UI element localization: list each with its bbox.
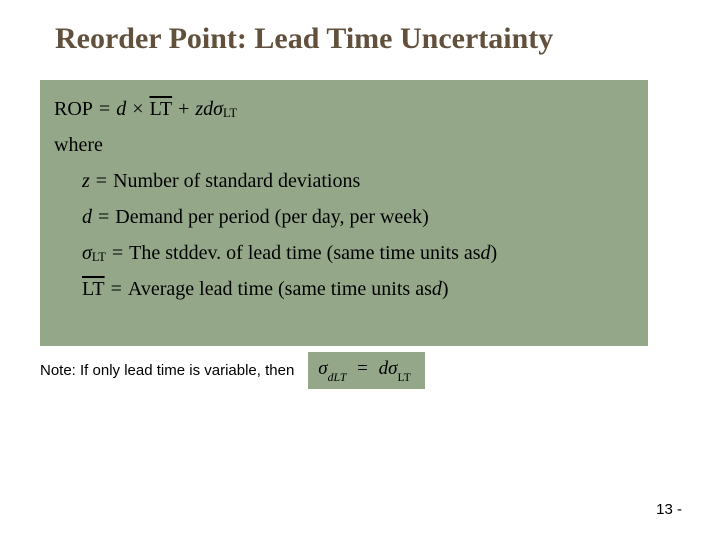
rop-lhs: ROP xyxy=(54,94,93,124)
d-in-def2: d xyxy=(432,274,442,304)
ltbar-def-a: Average lead time (same time units as xyxy=(128,274,432,304)
d-in-def: d xyxy=(481,238,491,268)
var-d: d xyxy=(116,94,126,124)
sigma-lt-definition: σLT = The stddev. of lead time (same tim… xyxy=(54,238,634,268)
note-sigma1: σ xyxy=(318,358,327,379)
note-d: d xyxy=(379,358,389,379)
var-z: z xyxy=(195,94,203,124)
var-d2: d xyxy=(203,94,213,124)
d-var: d xyxy=(82,202,92,232)
where-label: where xyxy=(54,130,634,160)
eq4: = xyxy=(112,238,123,268)
ltbar-def-b: ) xyxy=(442,274,449,304)
slide-title: Reorder Point: Lead Time Uncertainty xyxy=(55,22,553,56)
d-definition: d = Demand per period (per day, per week… xyxy=(54,202,634,232)
page-number: 13 - xyxy=(656,501,682,518)
formula-panel: ROP = d × LT + zdσLT where z = Number of… xyxy=(40,80,648,346)
z-def-text: Number of standard deviations xyxy=(113,166,360,196)
sigma-symbol: σ xyxy=(213,94,223,124)
times-sign: × xyxy=(132,94,143,124)
note-text: Note: If only lead time is variable, the… xyxy=(40,362,302,379)
note-row: Note: If only lead time is variable, the… xyxy=(40,352,425,389)
sigma-def-a: The stddev. of lead time (same time unit… xyxy=(129,238,480,268)
d-def-text: Demand per period (per day, per week) xyxy=(115,202,429,232)
eq5: = xyxy=(111,274,122,304)
ltbar-var: LT xyxy=(82,274,105,304)
note-formula: σdLT = dσLT xyxy=(308,352,425,389)
sigma-sub-lt: LT xyxy=(223,104,237,123)
ltbar-definition: LT = Average lead time (same time units … xyxy=(54,274,634,304)
note-sub-lt: LT xyxy=(398,371,411,384)
rop-equation: ROP = d × LT + zdσLT xyxy=(54,94,634,124)
eq3: = xyxy=(98,202,109,232)
sigma-sub: LT xyxy=(92,248,106,267)
z-var: z xyxy=(82,166,90,196)
note-sub-dlt: dLT xyxy=(328,371,347,384)
sigma-var: σ xyxy=(82,238,92,268)
eq2: = xyxy=(96,166,107,196)
note-sigma2: σ xyxy=(388,358,397,379)
note-eq: = xyxy=(357,358,368,379)
sigma-def-b: ) xyxy=(491,238,498,268)
var-lt-bar: LT xyxy=(149,94,172,124)
equals-sign: = xyxy=(99,94,110,124)
z-definition: z = Number of standard deviations xyxy=(54,166,634,196)
plus-sign: + xyxy=(178,94,189,124)
